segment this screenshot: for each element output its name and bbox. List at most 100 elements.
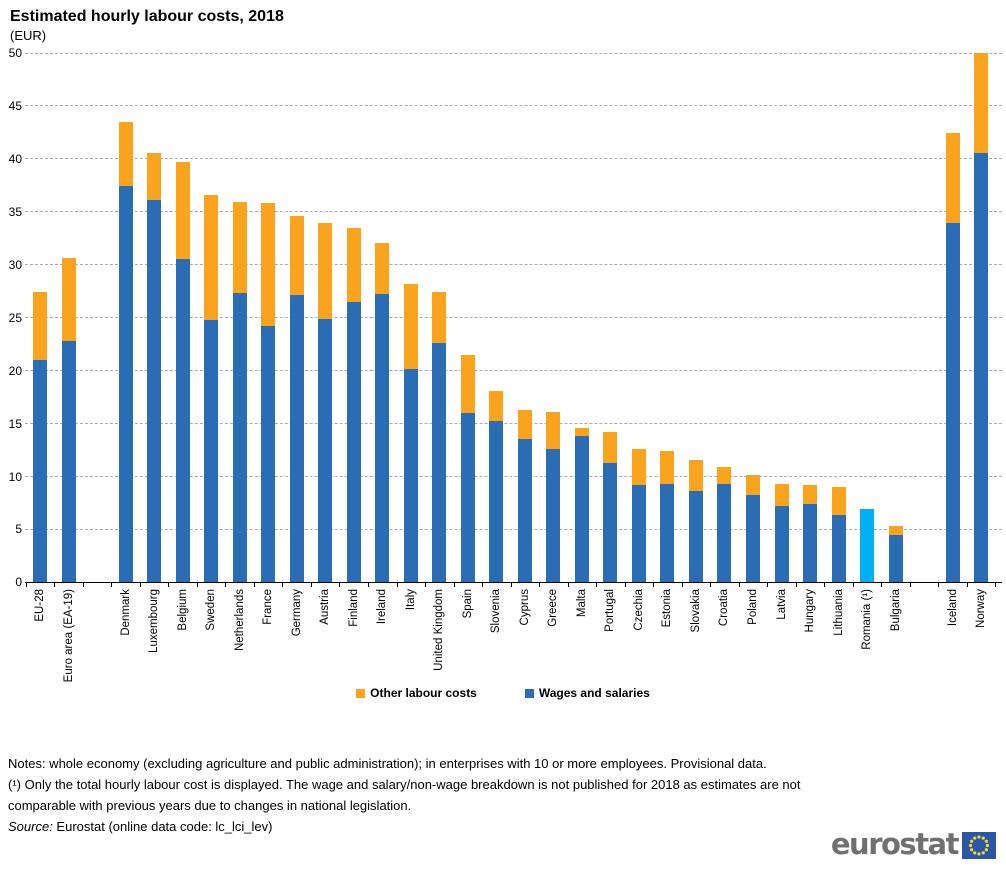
x-axis-label-france: France (262, 589, 275, 626)
bar-spain-other (460, 354, 475, 413)
x-axis-tick (881, 583, 883, 588)
x-axis-tick (111, 583, 113, 588)
x-axis-label-germany: Germany (290, 589, 303, 637)
bar-denmark-other (118, 121, 133, 187)
x-axis-tick (196, 583, 198, 588)
bar-slovakia-wages (688, 491, 703, 583)
bar-finland-other (346, 227, 361, 302)
eu-flag-star (970, 848, 974, 852)
x-axis-label-latvia: Latvia (775, 589, 788, 621)
bar-norway-wages (974, 152, 989, 583)
bar-germany-other (289, 216, 304, 296)
bar-finland-wages (346, 301, 361, 583)
bar-malta-other (574, 427, 589, 437)
bar-slovenia-other (489, 390, 504, 422)
y-axis-tick-label-0: 0 (15, 575, 22, 590)
eu-flag-star (985, 843, 990, 848)
y-axis-tick-label-30: 30 (8, 257, 22, 272)
gridline-25 (25, 317, 1002, 319)
x-axis-label-portugal: Portugal (604, 589, 617, 633)
bar-cyprus-wages (517, 439, 532, 583)
notes-line-1: Notes: whole economy (excluding agricult… (8, 756, 767, 771)
x-axis-label-austria: Austria (319, 589, 332, 626)
bar-estonia-wages (660, 483, 675, 583)
y-axis-tick-label-40: 40 (8, 151, 22, 166)
bar-luxembourg-wages (147, 200, 162, 583)
chart-legend: Other labour costs Wages and salaries (0, 686, 1006, 700)
x-axis-label-belgium: Belgium (176, 589, 189, 631)
bar-bulgaria-wages (888, 534, 903, 583)
y-axis-tick-label-5: 5 (15, 522, 22, 537)
eu-flag-star (977, 852, 981, 856)
x-axis-label-estonia: Estonia (661, 589, 674, 628)
x-axis-tick (339, 583, 341, 588)
x-axis-label-euro-area-ea-19: Euro area (EA-19) (62, 589, 75, 683)
bar-norway-other (974, 53, 989, 153)
x-axis-label-luxembourg: Luxembourg (148, 589, 161, 654)
gridline-40 (25, 158, 1002, 160)
x-axis-label-romania: Romania (¹) (861, 589, 874, 651)
x-axis-label-hungary: Hungary (804, 589, 817, 633)
x-axis-tick (168, 583, 170, 588)
bar-netherlands-wages (232, 293, 247, 583)
bar-bulgaria-other (888, 526, 903, 535)
eu-flag-star (968, 843, 973, 848)
x-axis-tick (596, 583, 598, 588)
bar-slovakia-other (688, 459, 703, 492)
x-axis-tick (539, 583, 541, 588)
x-axis-tick (282, 583, 284, 588)
bar-portugal-wages (603, 462, 618, 583)
bar-hungary-wages (803, 504, 818, 583)
bar-latvia-other (774, 483, 789, 507)
bar-hungary-other (803, 484, 818, 505)
bar-netherlands-other (232, 202, 247, 294)
x-axis-label-bulgaria: Bulgaria (889, 589, 902, 632)
bar-eu-28-other (33, 292, 47, 361)
bar-romania-total (860, 509, 875, 583)
bar-croatia-other (717, 466, 732, 484)
gridline-45 (25, 105, 1002, 107)
eu-flag-star (973, 836, 977, 840)
legend-swatch-blue-icon (524, 688, 534, 698)
y-axis-tick-label-10: 10 (8, 469, 22, 484)
chart-unit-label: (EUR) (10, 28, 47, 43)
x-axis-label-finland: Finland (347, 589, 360, 628)
legend-label-other-labour-costs: Other labour costs (370, 686, 477, 700)
x-axis-label-italy: Italy (404, 589, 417, 611)
bar-poland-wages (746, 494, 760, 583)
x-axis-label-ireland: Ireland (376, 589, 389, 625)
chart-title: Estimated hourly labour costs, 2018 (10, 8, 284, 25)
eu-flag-star (973, 851, 977, 855)
bar-latvia-wages (774, 506, 789, 583)
x-axis-tick (367, 583, 369, 588)
legend-swatch-orange-icon (356, 688, 366, 698)
x-axis-tick (139, 583, 141, 588)
x-axis-tick (567, 583, 569, 588)
gridline-5 (25, 528, 1002, 530)
x-axis-tick (795, 583, 797, 588)
bar-germany-wages (289, 295, 304, 583)
bar-eu-28-wages (33, 360, 47, 583)
bar-slovenia-wages (489, 421, 504, 583)
bar-cyprus-other (517, 409, 532, 440)
eu-flag-star (984, 839, 988, 843)
bar-spain-wages (460, 412, 475, 583)
footnote-line-2: comparable with previous years due to ch… (8, 798, 412, 813)
bar-united-kingdom-wages (432, 343, 447, 583)
bar-italy-wages (403, 368, 418, 583)
x-axis-tick (852, 583, 854, 588)
x-axis-label-cyprus: Cyprus (518, 589, 531, 626)
bar-france-other (261, 203, 276, 327)
x-axis-tick (966, 583, 968, 588)
bar-ireland-other (375, 242, 390, 295)
eu-flag-star (977, 835, 981, 839)
x-axis-tick (681, 583, 683, 588)
x-axis-tick (225, 583, 227, 588)
x-axis-label-united-kingdom: United Kingdom (433, 589, 446, 672)
x-axis-tick (710, 583, 712, 588)
x-axis-label-poland: Poland (747, 589, 759, 626)
eu-flag-star (981, 851, 985, 855)
x-axis-tick (738, 583, 740, 588)
bar-austria-other (318, 223, 333, 319)
